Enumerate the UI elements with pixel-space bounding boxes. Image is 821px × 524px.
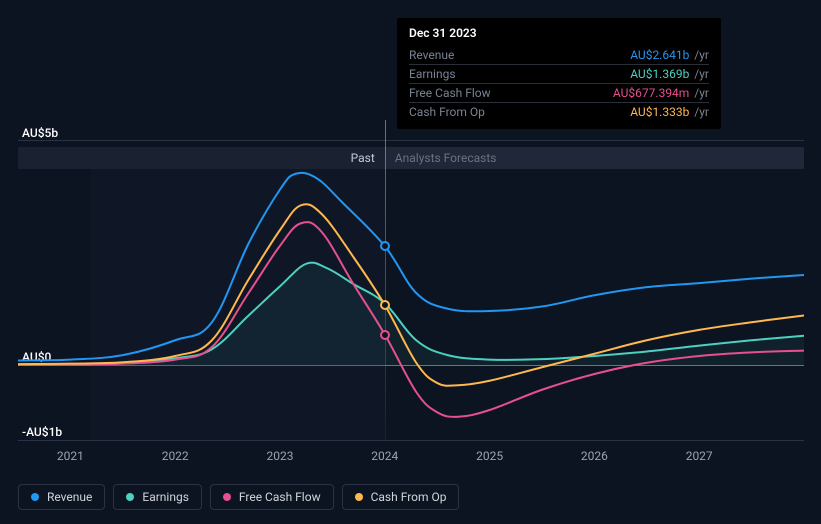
x-axis: 2021 2022 2023 2024 2025 2026 2027 [18, 449, 804, 469]
legend-dot-icon [31, 493, 39, 501]
tooltip-unit: /yr [691, 105, 709, 119]
tooltip-label: Revenue [409, 48, 630, 62]
cursor-marker-revenue [380, 241, 390, 251]
cursor-marker-free_cash_flow [380, 330, 390, 340]
tooltip-row: RevenueAU$2.641b /yr [409, 46, 709, 65]
section-forecast-label: Analysts Forecasts [385, 147, 804, 169]
tooltip-date: Dec 31 2023 [409, 26, 709, 40]
legend-label: Revenue [47, 490, 92, 504]
tooltip-label: Cash From Op [409, 105, 630, 119]
y-axis-label: -AU$1b [22, 425, 62, 439]
gridline [18, 140, 804, 141]
legend-dot-icon [355, 493, 363, 501]
tooltip-unit: /yr [691, 48, 709, 62]
x-axis-tick: 2022 [162, 449, 189, 463]
legend: Revenue Earnings Free Cash Flow Cash From O… [18, 484, 459, 510]
tooltip-value: AU$677.394m [613, 86, 689, 100]
x-axis-tick: 2026 [581, 449, 608, 463]
legend-dot-icon [126, 493, 134, 501]
tooltip-unit: /yr [691, 86, 709, 100]
tooltip-value: AU$2.641b [630, 48, 689, 62]
legend-item-earnings[interactable]: Earnings [113, 484, 202, 510]
tooltip-value-wrap: AU$1.369b /yr [630, 67, 709, 81]
y-axis-label: AU$5b [22, 126, 58, 140]
gridline [18, 440, 804, 441]
x-axis-tick: 2027 [686, 449, 713, 463]
past-shade [91, 169, 384, 440]
legend-item-revenue[interactable]: Revenue [18, 484, 105, 510]
tooltip-row: Cash From OpAU$1.333b /yr [409, 103, 709, 121]
x-axis-tick: 2021 [57, 449, 84, 463]
cursor-marker-cash_from_op [380, 300, 390, 310]
tooltip: Dec 31 2023 RevenueAU$2.641b /yrEarnings… [397, 18, 721, 129]
tooltip-value-wrap: AU$2.641b /yr [630, 48, 709, 62]
tooltip-value-wrap: AU$677.394m /yr [613, 86, 709, 100]
tooltip-value-wrap: AU$1.333b /yr [630, 105, 709, 119]
tooltip-label: Earnings [409, 67, 630, 81]
legend-dot-icon [223, 493, 231, 501]
tooltip-value: AU$1.369b [630, 67, 689, 81]
past-text: Past [351, 151, 375, 165]
forecast-text: Analysts Forecasts [395, 151, 497, 165]
legend-item-free_cash_flow[interactable]: Free Cash Flow [210, 484, 334, 510]
cursor-line [385, 120, 386, 440]
x-axis-tick: 2024 [371, 449, 398, 463]
legend-item-cash_from_op[interactable]: Cash From Op [342, 484, 460, 510]
x-axis-tick: 2023 [267, 449, 294, 463]
tooltip-row: Free Cash FlowAU$677.394m /yr [409, 84, 709, 103]
tooltip-row: EarningsAU$1.369b /yr [409, 65, 709, 84]
x-axis-tick: 2025 [476, 449, 503, 463]
tooltip-label: Free Cash Flow [409, 86, 613, 100]
tooltip-unit: /yr [691, 67, 709, 81]
legend-label: Cash From Op [371, 490, 447, 504]
y-axis-label: AU$0 [22, 350, 51, 364]
section-bar: Past Analysts Forecasts [18, 147, 804, 169]
tooltip-value: AU$1.333b [630, 105, 689, 119]
legend-label: Free Cash Flow [239, 490, 321, 504]
legend-label: Earnings [142, 490, 189, 504]
section-past-label: Past [18, 147, 385, 169]
